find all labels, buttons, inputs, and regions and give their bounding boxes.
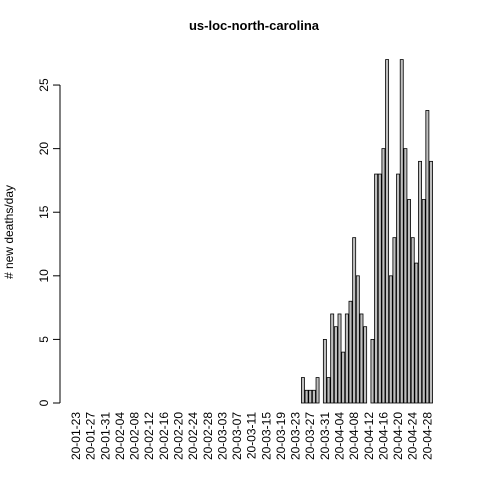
x-tick-label: 20-04-28 xyxy=(420,412,434,460)
bar xyxy=(355,275,360,404)
bar xyxy=(381,148,386,404)
y-tick-label: 15 xyxy=(37,205,51,219)
x-tick-label: 20-03-23 xyxy=(289,412,303,460)
bar xyxy=(322,339,327,404)
bar xyxy=(414,262,419,404)
bar xyxy=(418,160,422,404)
bar xyxy=(304,389,309,404)
bar xyxy=(425,110,430,404)
x-tick-label: 20-02-20 xyxy=(171,412,185,460)
x-tick-label: 20-03-31 xyxy=(318,412,332,460)
x-tick-label: 20-04-12 xyxy=(362,412,376,460)
bar xyxy=(326,377,331,404)
x-tick-label: 20-01-31 xyxy=(98,412,112,460)
x-tick-label: 20-03-27 xyxy=(303,412,317,460)
x-tick-label: 20-03-15 xyxy=(259,412,273,460)
x-tick-label: 20-02-28 xyxy=(201,412,215,460)
x-tick-label: 20-03-07 xyxy=(230,412,244,460)
x-tick-label: 20-02-04 xyxy=(113,412,127,460)
bar xyxy=(344,313,349,404)
bar xyxy=(311,389,316,404)
bar xyxy=(403,148,408,404)
y-tick-label: 25 xyxy=(37,78,51,92)
bar xyxy=(348,300,353,404)
bar xyxy=(399,59,404,404)
x-tick-label: 20-02-16 xyxy=(157,412,171,460)
x-tick-label: 20-03-03 xyxy=(215,412,229,460)
x-tick-label: 20-01-23 xyxy=(69,412,83,460)
x-tick-label: 20-04-04 xyxy=(333,412,347,460)
chart-title: us-loc-north-carolina xyxy=(189,18,320,33)
bar xyxy=(374,173,379,404)
bar xyxy=(363,326,368,404)
bar xyxy=(359,313,364,404)
x-tick-label: 20-02-24 xyxy=(186,412,200,460)
bar xyxy=(308,389,313,404)
x-tick-label: 20-01-27 xyxy=(84,412,98,460)
x-tick-label: 20-03-11 xyxy=(245,412,259,459)
bar xyxy=(407,199,411,404)
x-tick-label: 20-02-08 xyxy=(128,412,142,460)
bar xyxy=(352,237,357,404)
y-axis-label: # new deaths/day xyxy=(2,185,16,279)
x-tick-label: 20-03-19 xyxy=(274,412,288,460)
bar xyxy=(385,59,390,404)
bar xyxy=(388,275,393,404)
x-tick-label: 20-04-24 xyxy=(406,412,420,460)
x-tick-label: 20-04-08 xyxy=(347,412,361,460)
bar xyxy=(377,173,382,404)
bar xyxy=(429,160,433,404)
x-tick-label: 20-02-12 xyxy=(142,412,156,460)
bar xyxy=(421,199,426,404)
y-tick-label: 5 xyxy=(37,336,51,343)
bar xyxy=(392,237,397,404)
x-tick-label: 20-04-20 xyxy=(391,412,405,460)
bar xyxy=(315,377,320,404)
x-tick-label: 20-04-16 xyxy=(376,412,390,460)
bar xyxy=(341,351,346,404)
bar xyxy=(370,339,375,404)
y-tick-label: 0 xyxy=(37,399,51,406)
bar xyxy=(333,326,338,404)
bar xyxy=(300,377,305,404)
bar xyxy=(396,173,401,404)
bar xyxy=(330,313,335,404)
y-tick-label: 20 xyxy=(37,142,51,156)
bar xyxy=(337,313,342,404)
y-tick-label: 10 xyxy=(37,269,51,283)
bar xyxy=(410,237,415,404)
